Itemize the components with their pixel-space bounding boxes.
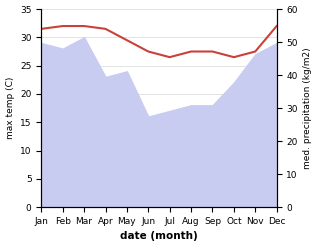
Y-axis label: max temp (C): max temp (C) — [5, 77, 15, 139]
Y-axis label: med. precipitation (kg/m2): med. precipitation (kg/m2) — [303, 47, 313, 169]
X-axis label: date (month): date (month) — [120, 231, 198, 242]
